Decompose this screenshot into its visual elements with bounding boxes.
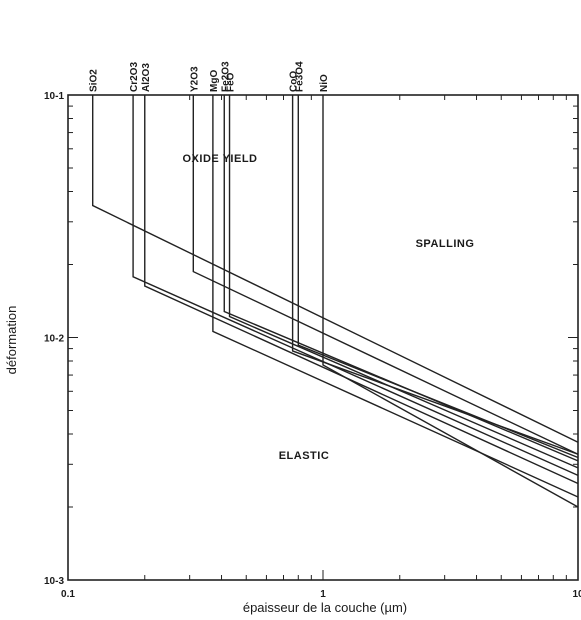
series-line-y2o3 xyxy=(192,95,579,455)
series-line-fe3o4 xyxy=(297,95,579,459)
oxide-label-y2o3: Y2O3 xyxy=(189,66,200,92)
x-tick-label: 10 xyxy=(572,589,581,600)
region-label-oxide-yield: OXIDE YIELD xyxy=(183,153,258,165)
y-tick-label: 10-1 xyxy=(44,91,64,102)
oxide-label-fe2o3: Fe2O3 xyxy=(220,61,231,92)
y-axis-label: déformation xyxy=(4,306,19,375)
series-line-cr2o3 xyxy=(132,95,579,477)
region-label-spalling: SPALLING xyxy=(416,238,475,250)
x-tick-label: 0.1 xyxy=(61,589,75,600)
y-tick-label: 10-2 xyxy=(44,334,64,345)
oxide-label-fe3o4: Fe3O4 xyxy=(294,61,305,92)
series-line-sio2 xyxy=(92,95,579,443)
oxide-label-cr2o3: Cr2O3 xyxy=(129,62,140,92)
oxide-label-sio2: SiO2 xyxy=(89,69,100,92)
oxide-label-coo: CoO xyxy=(289,71,300,92)
x-tick-label: 1 xyxy=(320,589,326,600)
oxide-label-nio: NiO xyxy=(319,74,330,92)
oxide-label-feo: FeO xyxy=(226,72,237,92)
oxide-label-al2o3: Al2O3 xyxy=(141,63,152,92)
series-line-al2o3 xyxy=(144,95,579,485)
x-axis-label: épaisseur de la couche (µm) xyxy=(243,600,407,615)
series-line-nio xyxy=(322,95,579,508)
series-line-mgo xyxy=(212,95,579,498)
y-tick-label: 10-3 xyxy=(44,576,64,587)
region-label-elastic: ELASTIC xyxy=(279,450,330,462)
series-line-fe2o3 xyxy=(223,95,579,462)
oxide-label-mgo: MgO xyxy=(209,70,220,92)
series-line-feo xyxy=(228,95,579,469)
